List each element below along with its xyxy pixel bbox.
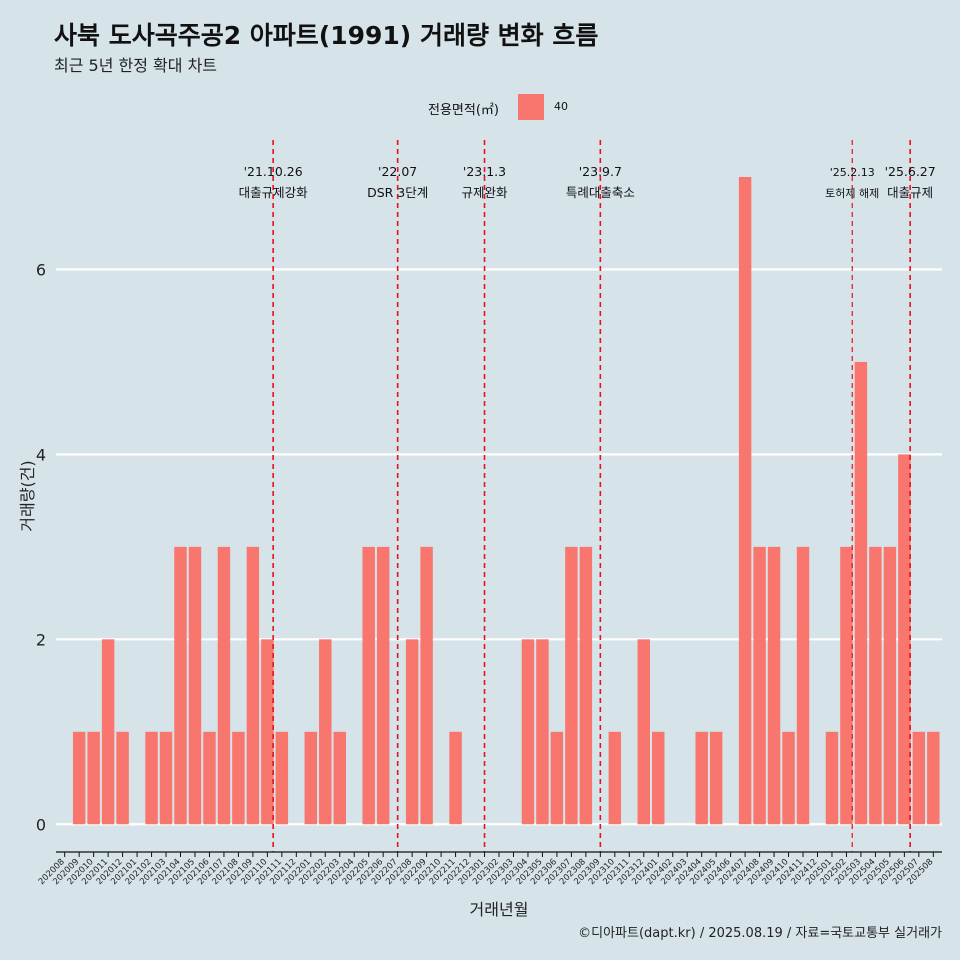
bar-202209 <box>420 546 433 825</box>
x-axis-title: 거래년월 <box>470 900 529 919</box>
bar-202407 <box>738 176 752 825</box>
event-date-label: '21.10.26 <box>244 164 303 179</box>
bar-202408 <box>753 546 766 825</box>
bar-202411 <box>796 546 810 825</box>
event-date-label: '23.9.7 <box>579 164 622 179</box>
bar-202501 <box>825 731 839 825</box>
event-date-label: '25.2.13 <box>830 166 875 179</box>
source-caption: ©디아파트(dapt.kr) / 2025.08.19 / 자료=국토교통부 실… <box>578 926 942 941</box>
bar-202108 <box>232 731 245 825</box>
chart-title: 사북 도사곡주공2 아파트(1991) 거래량 변화 흐름 <box>54 21 599 50</box>
bar-202308 <box>579 546 593 825</box>
bar-202211 <box>449 731 462 825</box>
bar-202102 <box>145 731 158 825</box>
bar-202103 <box>159 731 173 825</box>
bar-202507 <box>912 731 926 825</box>
bar-202504 <box>869 546 882 825</box>
bar-202305 <box>536 639 549 825</box>
y-axis-title: 거래량(건) <box>18 460 37 531</box>
bar-202203 <box>333 731 346 825</box>
bar-202503 <box>854 361 868 825</box>
bar-202111 <box>275 731 289 825</box>
bar-202306 <box>550 731 564 825</box>
bar-202107 <box>217 546 231 825</box>
bar-202106 <box>203 731 216 825</box>
y-tick-label: 2 <box>36 630 46 649</box>
event-name-label: 대출규제 <box>887 185 933 200</box>
bar-202202 <box>319 639 332 825</box>
event-name-label: 규제완화 <box>462 185 509 200</box>
bar-202405 <box>709 731 723 825</box>
bar-202304 <box>521 639 535 825</box>
legend-title: 전용면적(㎡) <box>428 103 499 118</box>
bar-202201 <box>304 731 318 825</box>
bar-202410 <box>782 731 795 825</box>
bar-202307 <box>565 546 578 825</box>
bar-202506 <box>898 454 911 825</box>
chart-subtitle: 최근 5년 한정 확대 차트 <box>54 56 218 75</box>
bar-202208 <box>405 639 419 825</box>
bar-202110 <box>261 639 274 825</box>
bar-202404 <box>695 731 708 825</box>
bar-202310 <box>608 731 622 825</box>
event-name-label: 대출규제강화 <box>239 185 309 200</box>
event-name-label: DSR 3단계 <box>367 185 428 200</box>
event-name-label: 토허제 해제 <box>825 186 879 200</box>
bar-202205 <box>362 546 375 825</box>
bar-202502 <box>840 546 853 825</box>
event-name-label: 특례대출축소 <box>566 185 635 200</box>
event-date-label: '22.07 <box>378 164 417 179</box>
bar-202011 <box>101 639 115 825</box>
y-tick-label: 0 <box>36 815 46 834</box>
bar-202508 <box>927 731 940 825</box>
legend-label: 40 <box>554 100 568 113</box>
y-tick-label: 6 <box>36 260 46 279</box>
legend: 전용면적(㎡) 40 <box>0 92 960 122</box>
bar-202012 <box>116 731 129 825</box>
bar-202401 <box>652 731 665 825</box>
event-date-label: '25.6.27 <box>885 164 936 179</box>
y-tick-label: 4 <box>36 445 46 464</box>
bar-202312 <box>637 639 650 825</box>
bar-202206 <box>376 546 390 825</box>
bar-202409 <box>767 546 781 825</box>
bar-202109 <box>246 546 260 825</box>
bar-202505 <box>883 546 897 825</box>
event-date-label: '23.1.3 <box>463 164 506 179</box>
bar-202105 <box>188 546 202 825</box>
bar-202104 <box>174 546 187 825</box>
legend-key-swatch <box>518 94 544 120</box>
bar-202009 <box>72 731 86 825</box>
bar-202010 <box>87 731 100 825</box>
